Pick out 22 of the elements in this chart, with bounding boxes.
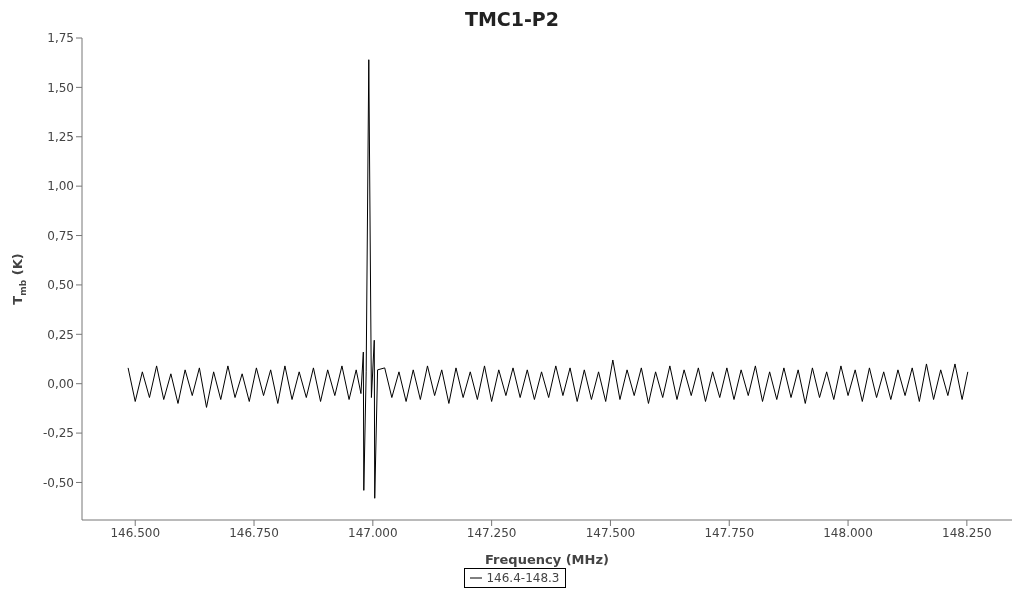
y-tick-label: 0,25 xyxy=(47,327,74,342)
x-axis-title: Frequency (MHz) xyxy=(485,552,609,567)
x-tick-label: 147.000 xyxy=(348,525,398,540)
x-tick-label: 148.000 xyxy=(823,525,873,540)
y-tick-label: -0,25 xyxy=(42,426,74,441)
line-series xyxy=(127,59,969,499)
y-tick-label: 0,00 xyxy=(47,376,74,391)
x-tick-label: 147.750 xyxy=(704,525,755,540)
y-tick-label: 1,75 xyxy=(47,31,74,46)
legend-label: 146.4-148.3 xyxy=(486,571,560,585)
chart-title: TMC1-P2 xyxy=(463,8,561,32)
y-tick-label: 1,50 xyxy=(47,80,74,95)
x-tick-label: 147.250 xyxy=(466,525,517,540)
y-tick-label: 0,75 xyxy=(47,228,74,243)
y-tick-label: 1,00 xyxy=(47,179,74,194)
y-tick-label: -0,50 xyxy=(42,475,74,490)
x-tick-label: 147.500 xyxy=(585,525,636,540)
x-tick-label: 146.750 xyxy=(229,525,279,540)
y-tick-label: 1,25 xyxy=(47,130,74,145)
x-tick-label: 148.250 xyxy=(942,525,992,540)
x-tick-label: 146.500 xyxy=(110,525,161,540)
y-tick-label: 0,50 xyxy=(47,278,74,293)
